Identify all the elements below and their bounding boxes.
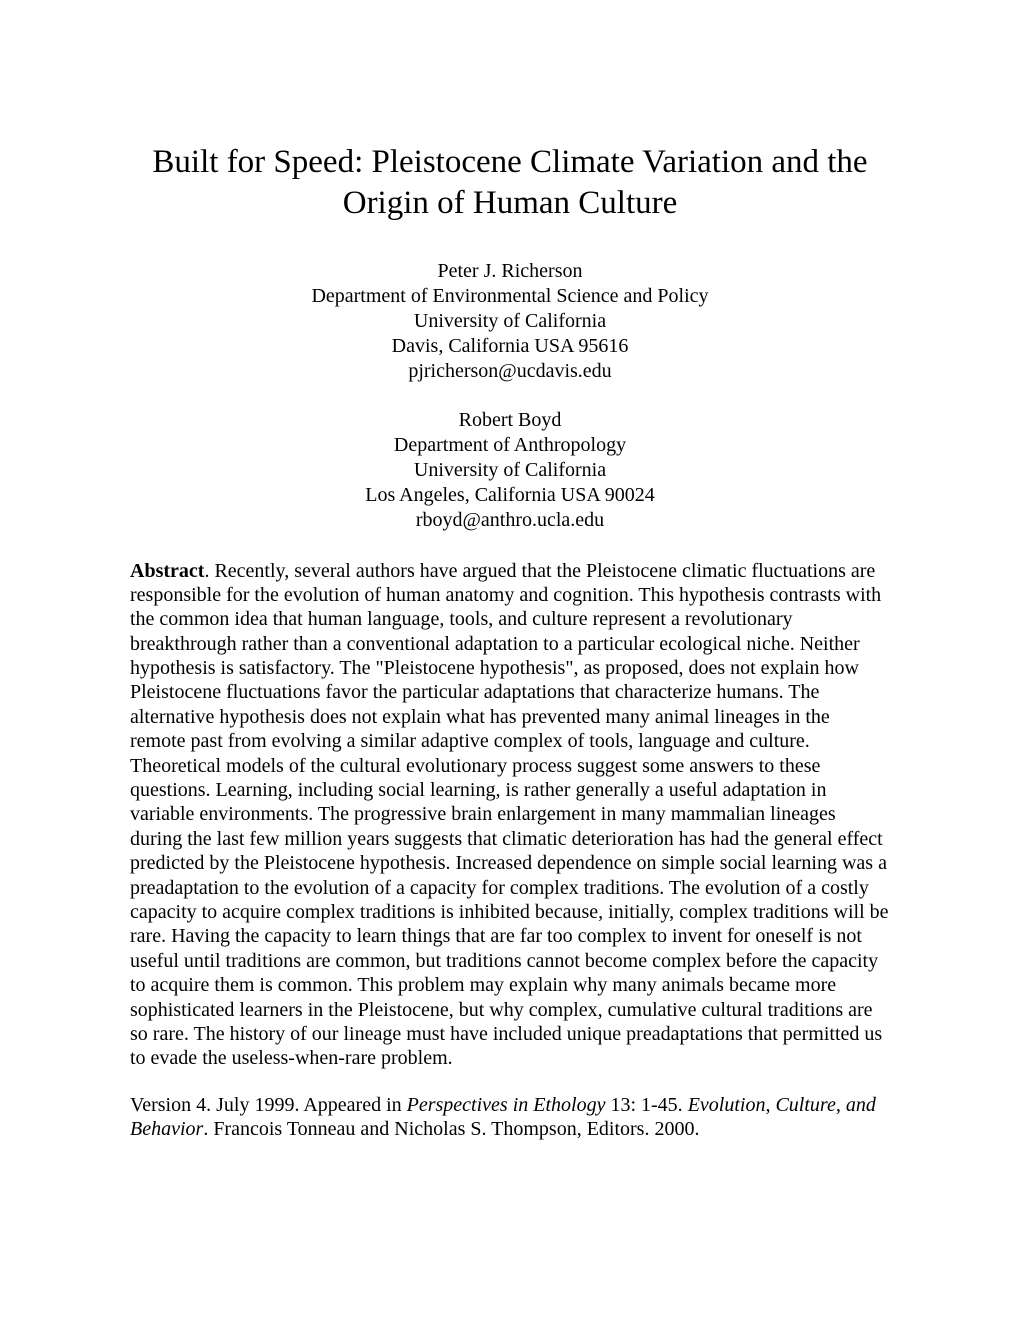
author-university: University of California	[130, 458, 890, 483]
author-department: Department of Anthropology	[130, 433, 890, 458]
author-name: Robert Boyd	[130, 408, 890, 433]
author-address: Davis, California USA 95616	[130, 334, 890, 359]
citation-suffix: . Francois Tonneau and Nicholas S. Thomp…	[203, 1118, 699, 1140]
author-email: pjricherson@ucdavis.edu	[130, 359, 890, 384]
author-address: Los Angeles, California USA 90024	[130, 483, 890, 508]
citation-volume: 13: 1-45.	[605, 1094, 687, 1116]
author-email: rboyd@anthro.ucla.edu	[130, 508, 890, 533]
citation-paragraph: Version 4. July 1999. Appeared in Perspe…	[130, 1093, 890, 1142]
citation-journal: Perspectives in Ethology	[407, 1094, 606, 1116]
abstract-text: . Recently, several authors have argued …	[130, 560, 889, 1070]
paper-title: Built for Speed: Pleistocene Climate Var…	[130, 142, 890, 225]
author-department: Department of Environmental Science and …	[130, 284, 890, 309]
abstract-label: Abstract	[130, 560, 204, 582]
author-name: Peter J. Richerson	[130, 259, 890, 284]
abstract-paragraph: Abstract. Recently, several authors have…	[130, 559, 890, 1071]
author-block-1: Peter J. Richerson Department of Environ…	[130, 259, 890, 384]
author-university: University of California	[130, 309, 890, 334]
citation-prefix: Version 4. July 1999. Appeared in	[130, 1094, 407, 1116]
author-block-2: Robert Boyd Department of Anthropology U…	[130, 408, 890, 533]
